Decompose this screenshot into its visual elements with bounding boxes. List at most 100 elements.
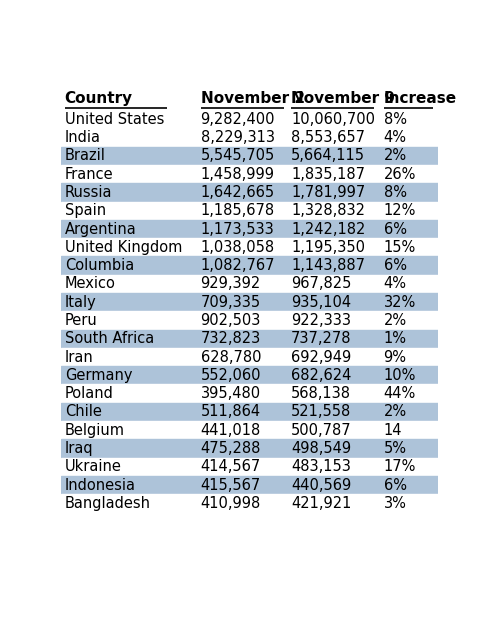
- Text: 1,642,665: 1,642,665: [201, 185, 275, 200]
- Bar: [61, 329, 438, 348]
- Text: 410,998: 410,998: [201, 496, 261, 511]
- Text: Brazil: Brazil: [65, 148, 106, 163]
- Text: 1,328,832: 1,328,832: [291, 203, 365, 218]
- Text: Iran: Iran: [65, 349, 94, 364]
- Text: India: India: [65, 130, 101, 145]
- Text: 12%: 12%: [384, 203, 416, 218]
- Bar: [61, 275, 438, 293]
- Text: Argentina: Argentina: [65, 221, 136, 236]
- Text: 1,143,887: 1,143,887: [291, 258, 365, 273]
- Text: Peru: Peru: [65, 313, 97, 328]
- Text: 10,060,700: 10,060,700: [291, 112, 375, 127]
- Text: 3%: 3%: [384, 496, 407, 511]
- Text: 922,333: 922,333: [291, 313, 351, 328]
- Text: Country: Country: [65, 91, 133, 106]
- Text: 5,545,705: 5,545,705: [201, 148, 275, 163]
- Text: 26%: 26%: [384, 167, 416, 182]
- Bar: [61, 165, 438, 183]
- Text: 32%: 32%: [384, 294, 416, 309]
- Text: 6%: 6%: [384, 478, 407, 492]
- Text: 395,480: 395,480: [201, 386, 261, 401]
- Bar: [61, 220, 438, 238]
- Text: Ukraine: Ukraine: [65, 459, 122, 474]
- Text: 902,503: 902,503: [201, 313, 261, 328]
- Text: Increase: Increase: [384, 91, 457, 106]
- Text: Poland: Poland: [65, 386, 113, 401]
- Text: 709,335: 709,335: [201, 294, 261, 309]
- Text: 1,835,187: 1,835,187: [291, 167, 365, 182]
- Text: Italy: Italy: [65, 294, 96, 309]
- Text: 552,060: 552,060: [201, 368, 261, 382]
- Text: 2%: 2%: [384, 313, 407, 328]
- Text: 498,549: 498,549: [291, 441, 351, 456]
- Text: Belgium: Belgium: [65, 422, 125, 437]
- Text: 8,553,657: 8,553,657: [291, 130, 365, 145]
- Text: 5,664,115: 5,664,115: [291, 148, 365, 163]
- Text: Russia: Russia: [65, 185, 112, 200]
- Text: Bangladesh: Bangladesh: [65, 496, 150, 511]
- Text: 4%: 4%: [384, 130, 407, 145]
- Text: 1,195,350: 1,195,350: [291, 240, 365, 255]
- Text: 568,138: 568,138: [291, 386, 351, 401]
- Text: 9,282,400: 9,282,400: [201, 112, 275, 127]
- Text: 483,153: 483,153: [291, 459, 351, 474]
- Text: 6%: 6%: [384, 258, 407, 273]
- Text: 4%: 4%: [384, 276, 407, 291]
- Text: 15%: 15%: [384, 240, 416, 255]
- Text: 10%: 10%: [384, 368, 416, 382]
- Text: 414,567: 414,567: [201, 459, 261, 474]
- Bar: [61, 293, 438, 311]
- Bar: [61, 458, 438, 476]
- Text: Iraq: Iraq: [65, 441, 94, 456]
- Bar: [61, 147, 438, 165]
- Text: 500,787: 500,787: [291, 422, 352, 437]
- Bar: [61, 256, 438, 275]
- Text: 2%: 2%: [384, 148, 407, 163]
- Text: Spain: Spain: [65, 203, 106, 218]
- Bar: [61, 421, 438, 439]
- Text: France: France: [65, 167, 113, 182]
- Bar: [61, 202, 438, 220]
- Text: 692,949: 692,949: [291, 349, 351, 364]
- Text: Chile: Chile: [65, 404, 101, 419]
- Text: 44%: 44%: [384, 386, 416, 401]
- Text: 475,288: 475,288: [201, 441, 261, 456]
- Text: November 2: November 2: [201, 91, 305, 106]
- Text: 967,825: 967,825: [291, 276, 352, 291]
- Text: 17%: 17%: [384, 459, 416, 474]
- Text: 9%: 9%: [384, 349, 407, 364]
- Text: 421,921: 421,921: [291, 496, 352, 511]
- Bar: [61, 87, 438, 110]
- Bar: [61, 439, 438, 458]
- Text: Germany: Germany: [65, 368, 132, 382]
- Text: 440,569: 440,569: [291, 478, 351, 492]
- Text: 1,781,997: 1,781,997: [291, 185, 365, 200]
- Bar: [61, 110, 438, 128]
- Text: 929,392: 929,392: [201, 276, 261, 291]
- Text: 511,864: 511,864: [201, 404, 261, 419]
- Text: 1,458,999: 1,458,999: [201, 167, 275, 182]
- Text: 935,104: 935,104: [291, 294, 351, 309]
- Text: Mexico: Mexico: [65, 276, 115, 291]
- Text: 2%: 2%: [384, 404, 407, 419]
- Bar: [61, 128, 438, 147]
- Text: 8%: 8%: [384, 185, 407, 200]
- Bar: [61, 311, 438, 329]
- Text: 1,185,678: 1,185,678: [201, 203, 275, 218]
- Bar: [61, 476, 438, 494]
- Text: 682,624: 682,624: [291, 368, 352, 382]
- Text: Indonesia: Indonesia: [65, 478, 136, 492]
- Text: 8%: 8%: [384, 112, 407, 127]
- Bar: [61, 494, 438, 512]
- Text: 1,173,533: 1,173,533: [201, 221, 274, 236]
- Bar: [61, 238, 438, 256]
- Text: United Kingdom: United Kingdom: [65, 240, 182, 255]
- Bar: [61, 384, 438, 402]
- Text: 14: 14: [384, 422, 402, 437]
- Text: 628,780: 628,780: [201, 349, 261, 364]
- Text: South Africa: South Africa: [65, 331, 154, 346]
- Text: 737,278: 737,278: [291, 331, 352, 346]
- Text: 1,038,058: 1,038,058: [201, 240, 275, 255]
- Text: Columbia: Columbia: [65, 258, 134, 273]
- Text: United States: United States: [65, 112, 164, 127]
